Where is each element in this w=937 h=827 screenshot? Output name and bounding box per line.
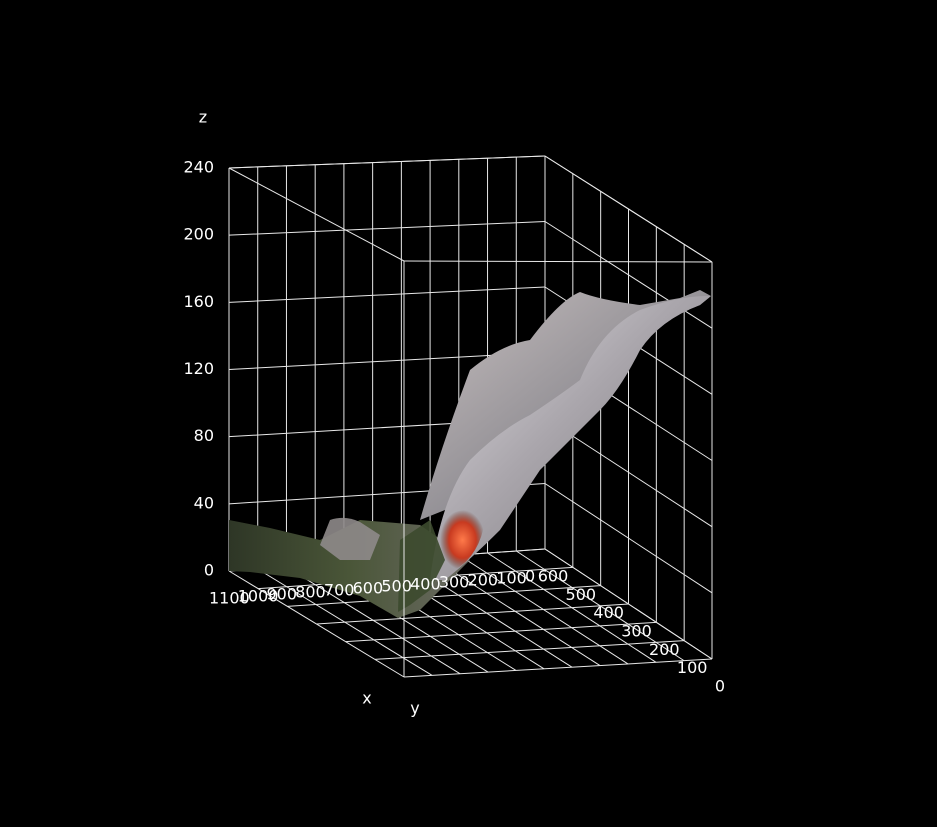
x-tick-label: 500 bbox=[381, 577, 412, 596]
z-tick-label: 40 bbox=[194, 493, 214, 512]
x-tick-label: 1000 bbox=[238, 587, 279, 606]
axis-labels: 0408012016020024001002003004005006007008… bbox=[183, 108, 725, 718]
x-tick-label: 200 bbox=[468, 571, 499, 590]
z-tick-label: 120 bbox=[183, 359, 214, 378]
z-axis-label: z bbox=[199, 108, 207, 127]
z-tick-label: 80 bbox=[194, 426, 214, 445]
floor-grid-line bbox=[316, 603, 629, 625]
surface bbox=[229, 290, 711, 618]
x-tick-label: 400 bbox=[410, 575, 441, 594]
surface-dark-slope bbox=[398, 520, 445, 612]
y-tick-label: 600 bbox=[538, 567, 569, 586]
x-tick-label: 800 bbox=[295, 583, 326, 602]
x-tick-label: 100 bbox=[496, 569, 527, 588]
y-tick-label: 500 bbox=[566, 585, 597, 604]
y-tick-label: 0 bbox=[715, 677, 725, 696]
surface-rock bbox=[320, 517, 380, 560]
x-tick-label: 900 bbox=[266, 585, 297, 604]
side-wall-grid-line bbox=[544, 548, 713, 660]
z-tick-label: 0 bbox=[204, 561, 214, 580]
y-tick-label: 100 bbox=[677, 658, 708, 677]
back-wall-grid-line bbox=[228, 221, 546, 236]
x-tick-label: 600 bbox=[353, 579, 384, 598]
box-edge bbox=[228, 155, 546, 169]
floor-grid-line bbox=[403, 658, 713, 678]
z-tick-label: 160 bbox=[183, 292, 214, 311]
y-tick-label: 300 bbox=[621, 622, 652, 641]
y-tick-label: 200 bbox=[649, 640, 680, 659]
box-edge bbox=[228, 167, 405, 262]
surface-front-ridge bbox=[430, 295, 711, 580]
z-tick-label: 200 bbox=[183, 225, 214, 244]
floor-grid-line bbox=[287, 585, 601, 607]
x-tick-label: 300 bbox=[439, 573, 470, 592]
box-edge bbox=[544, 155, 713, 263]
y-tick-label: 400 bbox=[593, 603, 624, 622]
side-wall-grid-line bbox=[544, 483, 713, 594]
z-tick-label: 240 bbox=[183, 158, 214, 177]
x-tick-label: 0 bbox=[525, 567, 535, 586]
x-tick-label: 700 bbox=[324, 581, 355, 600]
box-edge bbox=[403, 260, 713, 263]
x-tick-label: 1100 bbox=[209, 589, 250, 608]
x-axis-label: x bbox=[362, 689, 371, 708]
floor-grid-line bbox=[345, 621, 657, 643]
back-wall-grid-line bbox=[228, 286, 546, 303]
floor-grid-line bbox=[374, 640, 685, 660]
surface-hot-spot bbox=[440, 510, 485, 570]
y-axis-label: y bbox=[410, 699, 419, 718]
